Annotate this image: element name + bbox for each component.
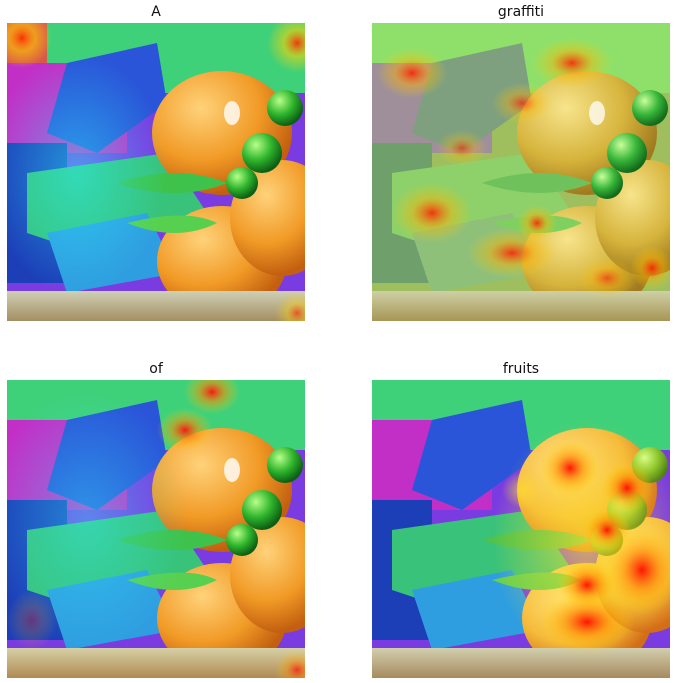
panel-title: of	[149, 361, 163, 377]
panel-fruits: fruits	[372, 358, 670, 678]
panel-a: A	[7, 1, 305, 321]
graffiti-image-with-attention-heatmap	[372, 380, 670, 678]
graffiti-image-with-attention-heatmap	[372, 23, 670, 321]
panel-title: fruits	[502, 361, 540, 377]
panel-title: graffiti	[497, 4, 545, 20]
panel-graffiti: graffiti	[372, 1, 670, 321]
panel-of: of	[7, 358, 305, 678]
graffiti-image-with-attention-heatmap	[7, 380, 305, 678]
graffiti-image-with-attention-heatmap	[7, 23, 305, 321]
panel-title: A	[151, 4, 161, 20]
